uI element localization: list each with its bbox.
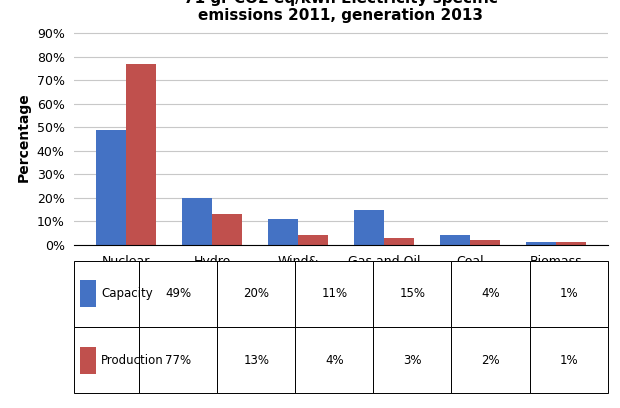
Bar: [212, 214, 242, 245]
Text: 1%: 1%: [559, 287, 578, 300]
Y-axis label: Percentage: Percentage: [17, 92, 31, 182]
Bar: [295, 327, 373, 393]
Bar: [526, 242, 556, 245]
Bar: [529, 261, 608, 327]
Bar: [217, 327, 295, 393]
Bar: [96, 130, 126, 245]
Bar: [268, 219, 298, 245]
Text: 77%: 77%: [165, 354, 191, 367]
Text: 15%: 15%: [399, 287, 425, 300]
Bar: [217, 261, 295, 327]
Bar: [139, 327, 217, 393]
Bar: [80, 346, 95, 374]
Bar: [182, 198, 212, 245]
Bar: [440, 235, 470, 245]
Bar: [384, 238, 414, 245]
Bar: [74, 327, 139, 393]
Text: 20%: 20%: [243, 287, 269, 300]
Bar: [556, 242, 586, 245]
Text: 2%: 2%: [481, 354, 500, 367]
Text: 4%: 4%: [325, 354, 343, 367]
Bar: [354, 210, 384, 245]
Bar: [298, 235, 328, 245]
Bar: [529, 327, 608, 393]
Bar: [126, 64, 156, 245]
Bar: [451, 261, 529, 327]
Title: French System
71 gr CO2 eq/kwh Electricity specific
emissions 2011, generation 2: French System 71 gr CO2 eq/kwh Electrici…: [184, 0, 498, 23]
Text: 4%: 4%: [481, 287, 500, 300]
Bar: [295, 261, 373, 327]
Text: 3%: 3%: [403, 354, 422, 367]
Bar: [470, 240, 500, 245]
Text: 1%: 1%: [559, 354, 578, 367]
Bar: [451, 327, 529, 393]
Bar: [74, 261, 139, 327]
Bar: [373, 327, 451, 393]
Bar: [80, 280, 95, 307]
Text: Production: Production: [101, 354, 164, 367]
Text: 49%: 49%: [165, 287, 191, 300]
Text: 13%: 13%: [243, 354, 269, 367]
Text: Capacity: Capacity: [101, 287, 153, 300]
Bar: [139, 261, 217, 327]
Bar: [373, 261, 451, 327]
Text: 11%: 11%: [321, 287, 347, 300]
